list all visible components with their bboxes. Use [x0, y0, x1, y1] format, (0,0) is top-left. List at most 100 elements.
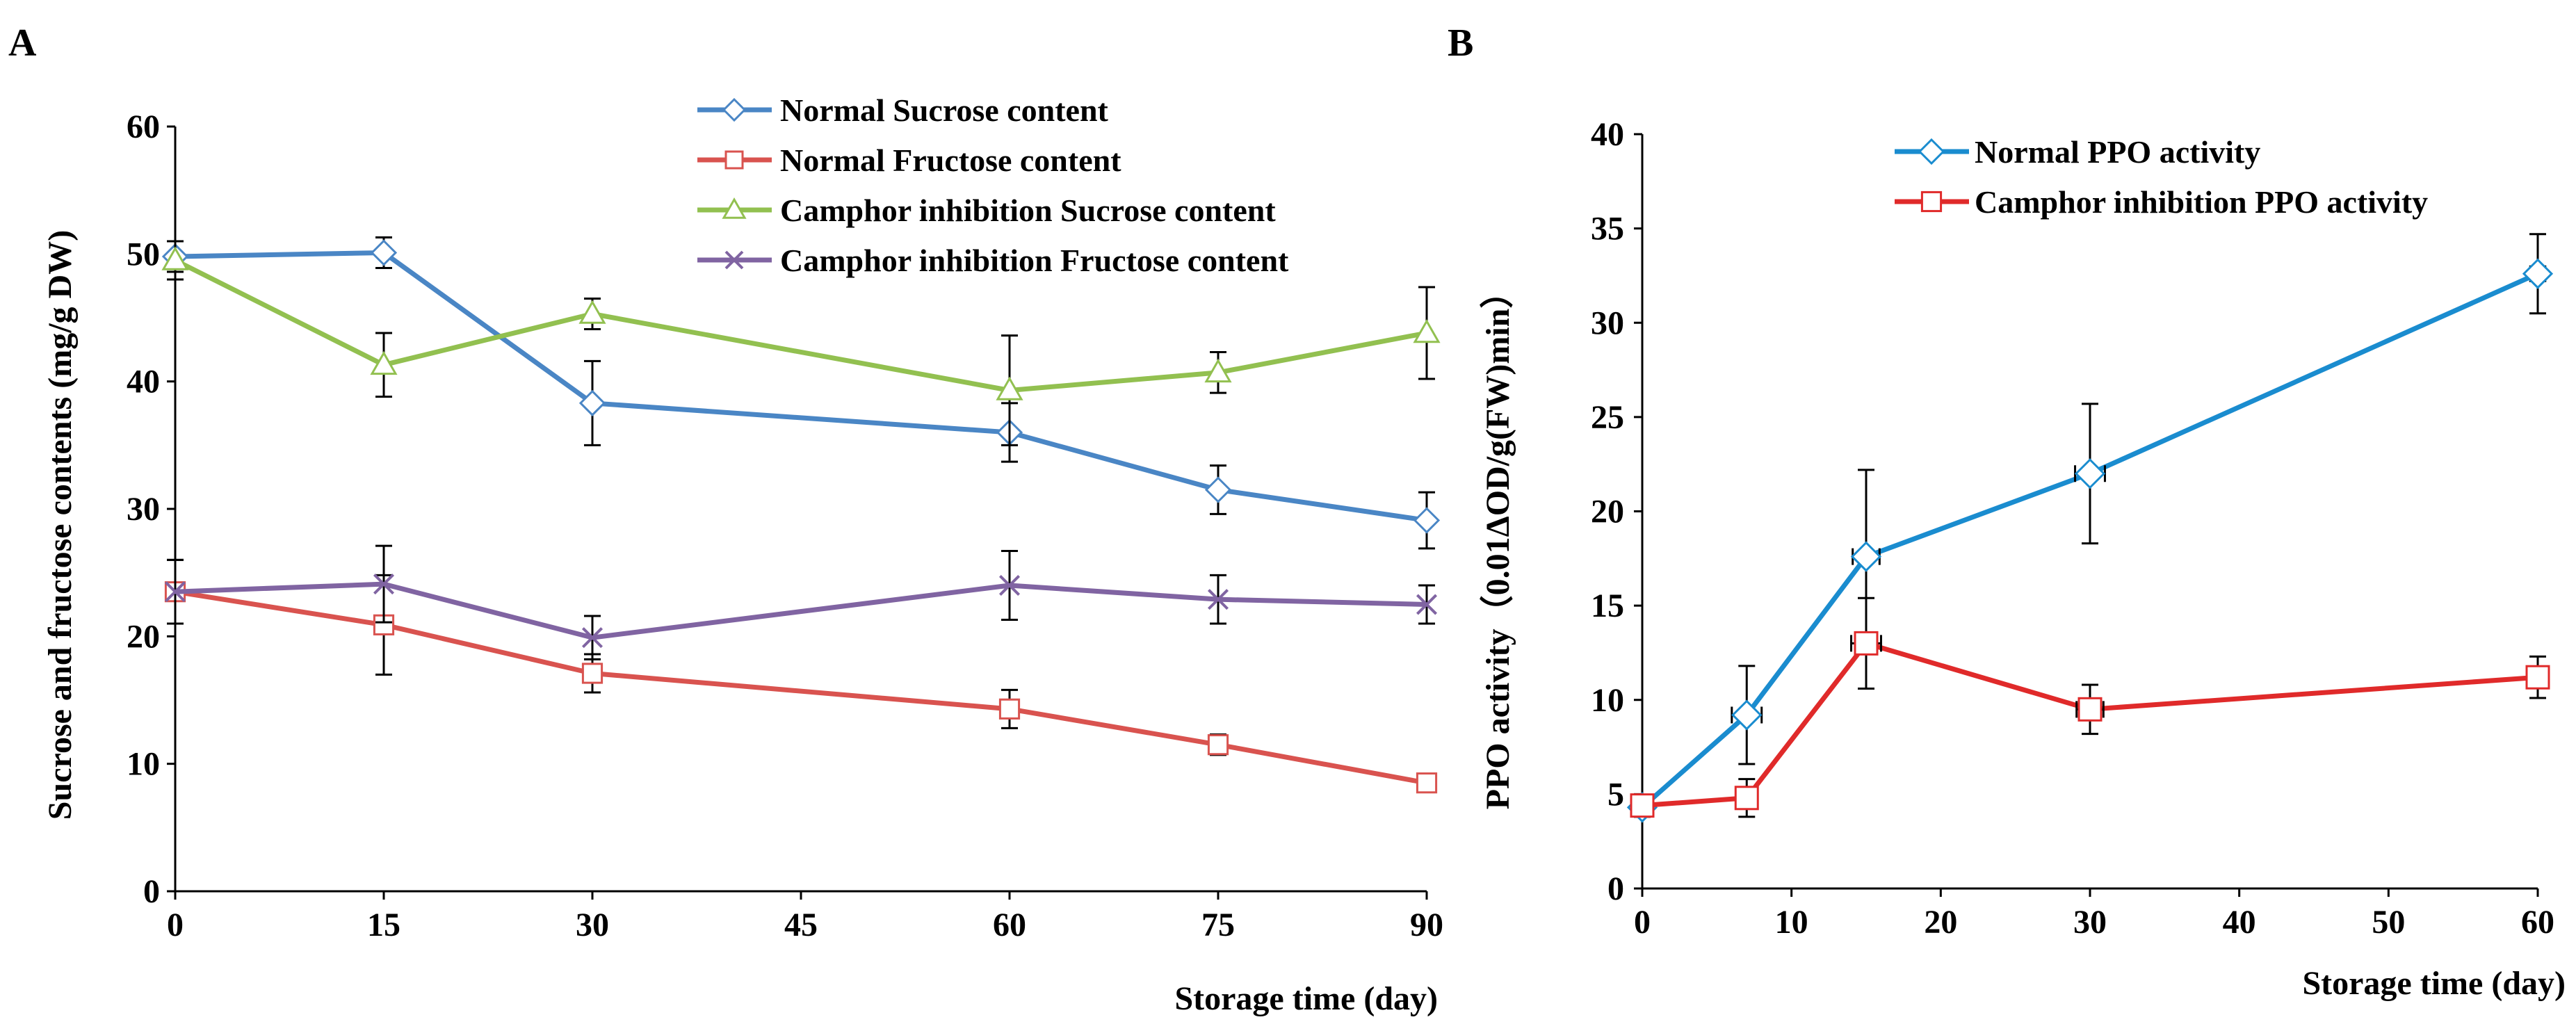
x-tick-label-a: 90 — [1410, 907, 1443, 943]
data-point-b — [1630, 793, 1655, 818]
y-tick-label-a: 10 — [127, 746, 160, 783]
x-tick-label-a: 30 — [576, 907, 609, 943]
chart-panel-b: B PPO activity（0.01ΔOD/g(FW)min） Storage… — [1448, 22, 2566, 1002]
y-tick-label-b: 5 — [1607, 776, 1624, 813]
series-a-0 — [161, 236, 1441, 550]
legend-marker-a — [724, 250, 744, 270]
data-point-a — [578, 300, 606, 324]
y-tick-label-b: 0 — [1607, 870, 1624, 907]
data-point-b — [1731, 699, 1763, 731]
data-point-a — [370, 239, 398, 266]
series-line-a-2 — [174, 258, 1427, 393]
data-point-a — [1413, 507, 1441, 534]
data-point-a — [373, 574, 395, 595]
y-tick-label-b: 25 — [1591, 399, 1624, 436]
y-tick-label-a: 50 — [127, 236, 160, 273]
chart-panel-a: A Sucrose and fructose contents (mg/g DW… — [8, 22, 1443, 1017]
data-point-a — [164, 581, 186, 603]
legend-item-a-1: Normal Fructose content — [697, 143, 1121, 178]
x-tick-label-b: 50 — [2372, 904, 2405, 941]
panel-label-b: B — [1448, 22, 1473, 65]
x-tick-label-b: 60 — [2521, 904, 2554, 941]
x-tick-label-b: 20 — [1924, 904, 1957, 941]
data-point-a — [1416, 594, 1438, 615]
x-tick-label-a: 60 — [993, 907, 1026, 943]
legend-label-b: Camphor inhibition PPO activity — [1975, 184, 2428, 220]
data-point-a — [1416, 772, 1438, 794]
panel-label-a: A — [8, 22, 37, 65]
data-point-b — [2077, 697, 2103, 722]
x-tick-label-a: 75 — [1201, 907, 1235, 943]
data-point-a — [161, 246, 189, 270]
y-tick-label-a: 20 — [127, 618, 160, 655]
series-line-a-3 — [175, 581, 1427, 640]
series-line-a-1 — [175, 589, 1427, 786]
legend-item-b-1: Camphor inhibition PPO activity — [1895, 184, 2428, 220]
data-point-a — [996, 376, 1023, 400]
plot-area-b — [1626, 233, 2554, 823]
legend-marker-a — [722, 197, 747, 219]
data-point-a — [581, 627, 604, 649]
legend-item-a-2: Camphor inhibition Sucrose content — [697, 193, 1276, 228]
legend-marker-b — [1918, 138, 1945, 165]
legend-label-a: Camphor inhibition Fructose content — [780, 243, 1289, 278]
series-a-1 — [164, 558, 1438, 794]
legend-label-a: Camphor inhibition Sucrose content — [780, 193, 1276, 228]
y-axis-title-b: PPO activity（0.01ΔOD/g(FW)min） — [1480, 275, 1516, 810]
axes-a: 0 10 20 30 40 50 60 0 15 30 45 60 75 90 — [127, 108, 1443, 943]
y-tick-label-b: 40 — [1591, 116, 1624, 153]
x-tick-label-a: 0 — [167, 907, 184, 943]
data-point-b — [1850, 541, 1882, 572]
y-tick-label-a: 30 — [127, 491, 160, 528]
y-axis-title-a: Sucrose and fructose contents (mg/g DW) — [42, 230, 79, 820]
legend-marker-a — [722, 97, 747, 122]
y-tick-label-b: 30 — [1591, 305, 1624, 341]
data-point-a — [370, 350, 398, 375]
data-point-a — [578, 389, 606, 416]
legend-label-a: Normal Fructose content — [780, 143, 1121, 178]
legend-item-a-0: Normal Sucrose content — [697, 92, 1109, 128]
data-point-a — [1413, 318, 1441, 343]
data-point-b — [2525, 665, 2550, 690]
data-point-b — [1854, 631, 1879, 656]
y-tick-label-a: 40 — [127, 364, 160, 400]
x-tick-label-a: 45 — [784, 907, 818, 943]
x-axis-title-a: Storage time (day) — [1174, 980, 1438, 1017]
legend-item-a-3: Camphor inhibition Fructose content — [697, 243, 1289, 278]
legend-label-b: Normal PPO activity — [1975, 134, 2260, 170]
series-line-a-0 — [175, 250, 1427, 523]
data-point-b — [1734, 786, 1759, 811]
data-point-a — [1207, 589, 1229, 610]
legend-marker-b — [1920, 190, 1943, 213]
x-tick-label-b: 10 — [1775, 904, 1808, 941]
legend-b: Normal PPO activity Camphor inhibition PP… — [1895, 134, 2428, 220]
x-tick-label-a: 15 — [367, 907, 400, 943]
data-point-a — [581, 663, 604, 684]
x-tick-label-b: 0 — [1634, 904, 1651, 941]
y-tick-label-a: 60 — [127, 108, 160, 145]
data-point-a — [998, 574, 1021, 596]
data-point-a — [1207, 734, 1229, 756]
y-tick-label-b: 15 — [1591, 587, 1624, 624]
x-axis-title-b: Storage time (day) — [2302, 965, 2566, 1002]
y-tick-label-b: 35 — [1591, 211, 1624, 247]
data-point-a — [1204, 476, 1232, 503]
axes-b: 0 5 10 15 20 25 30 35 40 0 10 20 30 40 50 60 — [1591, 116, 2554, 941]
legend-label-a: Normal Sucrose content — [780, 92, 1109, 128]
x-tick-label-b: 30 — [2073, 904, 2107, 941]
y-tick-label-b: 20 — [1591, 494, 1624, 530]
legend-a: Normal Sucrose content Normal Fructose co… — [697, 92, 1289, 278]
data-point-a — [1204, 358, 1232, 383]
data-point-b — [2074, 458, 2106, 489]
y-tick-label-b: 10 — [1591, 682, 1624, 719]
data-point-b — [2522, 258, 2554, 289]
y-tick-label-a: 0 — [143, 873, 160, 910]
plot-area-a — [161, 236, 1441, 794]
legend-marker-a — [724, 150, 744, 170]
data-point-a — [998, 698, 1021, 720]
series-b-1 — [1630, 596, 2550, 818]
series-a-3 — [164, 544, 1438, 660]
legend-item-b-0: Normal PPO activity — [1895, 134, 2260, 170]
series-a-2 — [161, 240, 1441, 446]
